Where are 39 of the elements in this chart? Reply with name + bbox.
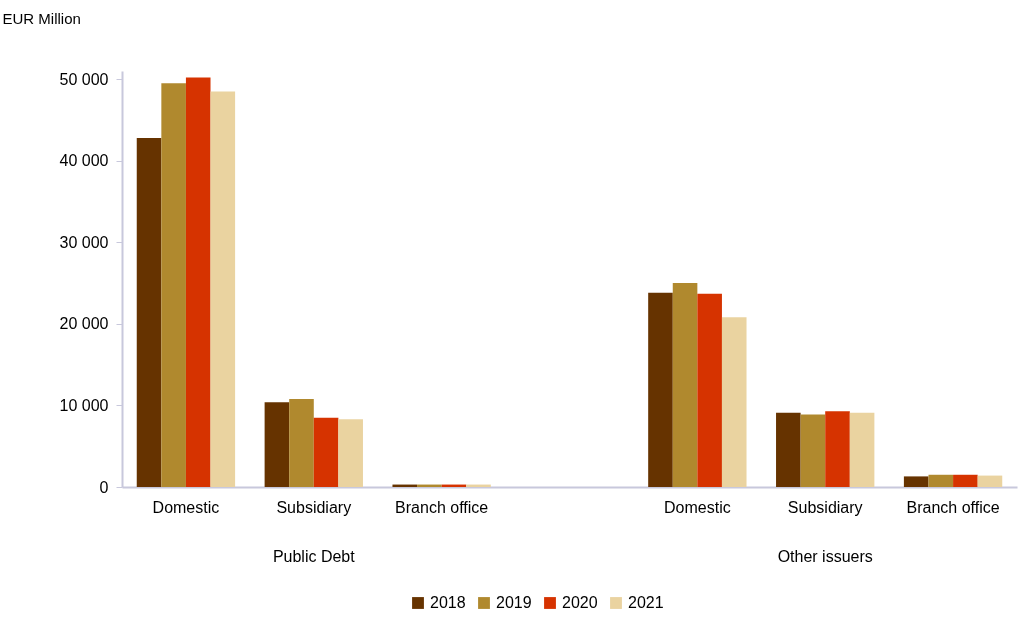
bar (161, 83, 186, 487)
bar (721, 317, 747, 487)
bar (977, 475, 1003, 487)
bar (338, 419, 363, 487)
bar (264, 402, 290, 487)
bar (210, 91, 236, 487)
bar (185, 77, 211, 487)
y-tick-label: 40 000 (59, 152, 109, 170)
x-tick-label: Domestic (664, 498, 731, 516)
bar (697, 293, 722, 487)
x-tick-label: Subsidiary (787, 498, 863, 516)
x-tick-label: Domestic (152, 498, 220, 516)
bar (849, 412, 875, 487)
x-tick-label: Subsidiary (276, 498, 352, 516)
y-tick-label: 20 000 (59, 315, 109, 333)
legend-label: 2019 (496, 594, 532, 611)
bar (289, 398, 314, 487)
bar (903, 476, 929, 487)
bar (672, 283, 698, 487)
text: Public Debt (272, 548, 356, 565)
text: Other issuers (777, 548, 873, 565)
legend-label: 2018 (430, 594, 466, 611)
bar (800, 414, 826, 487)
bar (928, 474, 954, 487)
y-axis-title: EUR Million (2, 9, 81, 27)
y-tick-label: 0 (99, 478, 109, 496)
bar (776, 412, 801, 487)
y-tick-label: 30 000 (59, 233, 109, 251)
y-tick-label: 50 000 (59, 70, 109, 88)
x-tick-label: Branch office (906, 498, 1000, 516)
bar (825, 411, 850, 487)
bar (136, 137, 162, 487)
bar (648, 292, 673, 487)
bar (953, 474, 978, 487)
bar (313, 417, 339, 487)
legend-label: 2020 (562, 594, 598, 611)
x-tick-label: Branch office (395, 498, 489, 516)
y-tick-label: 10 000 (59, 396, 109, 414)
legend-label: 2021 (628, 594, 664, 611)
